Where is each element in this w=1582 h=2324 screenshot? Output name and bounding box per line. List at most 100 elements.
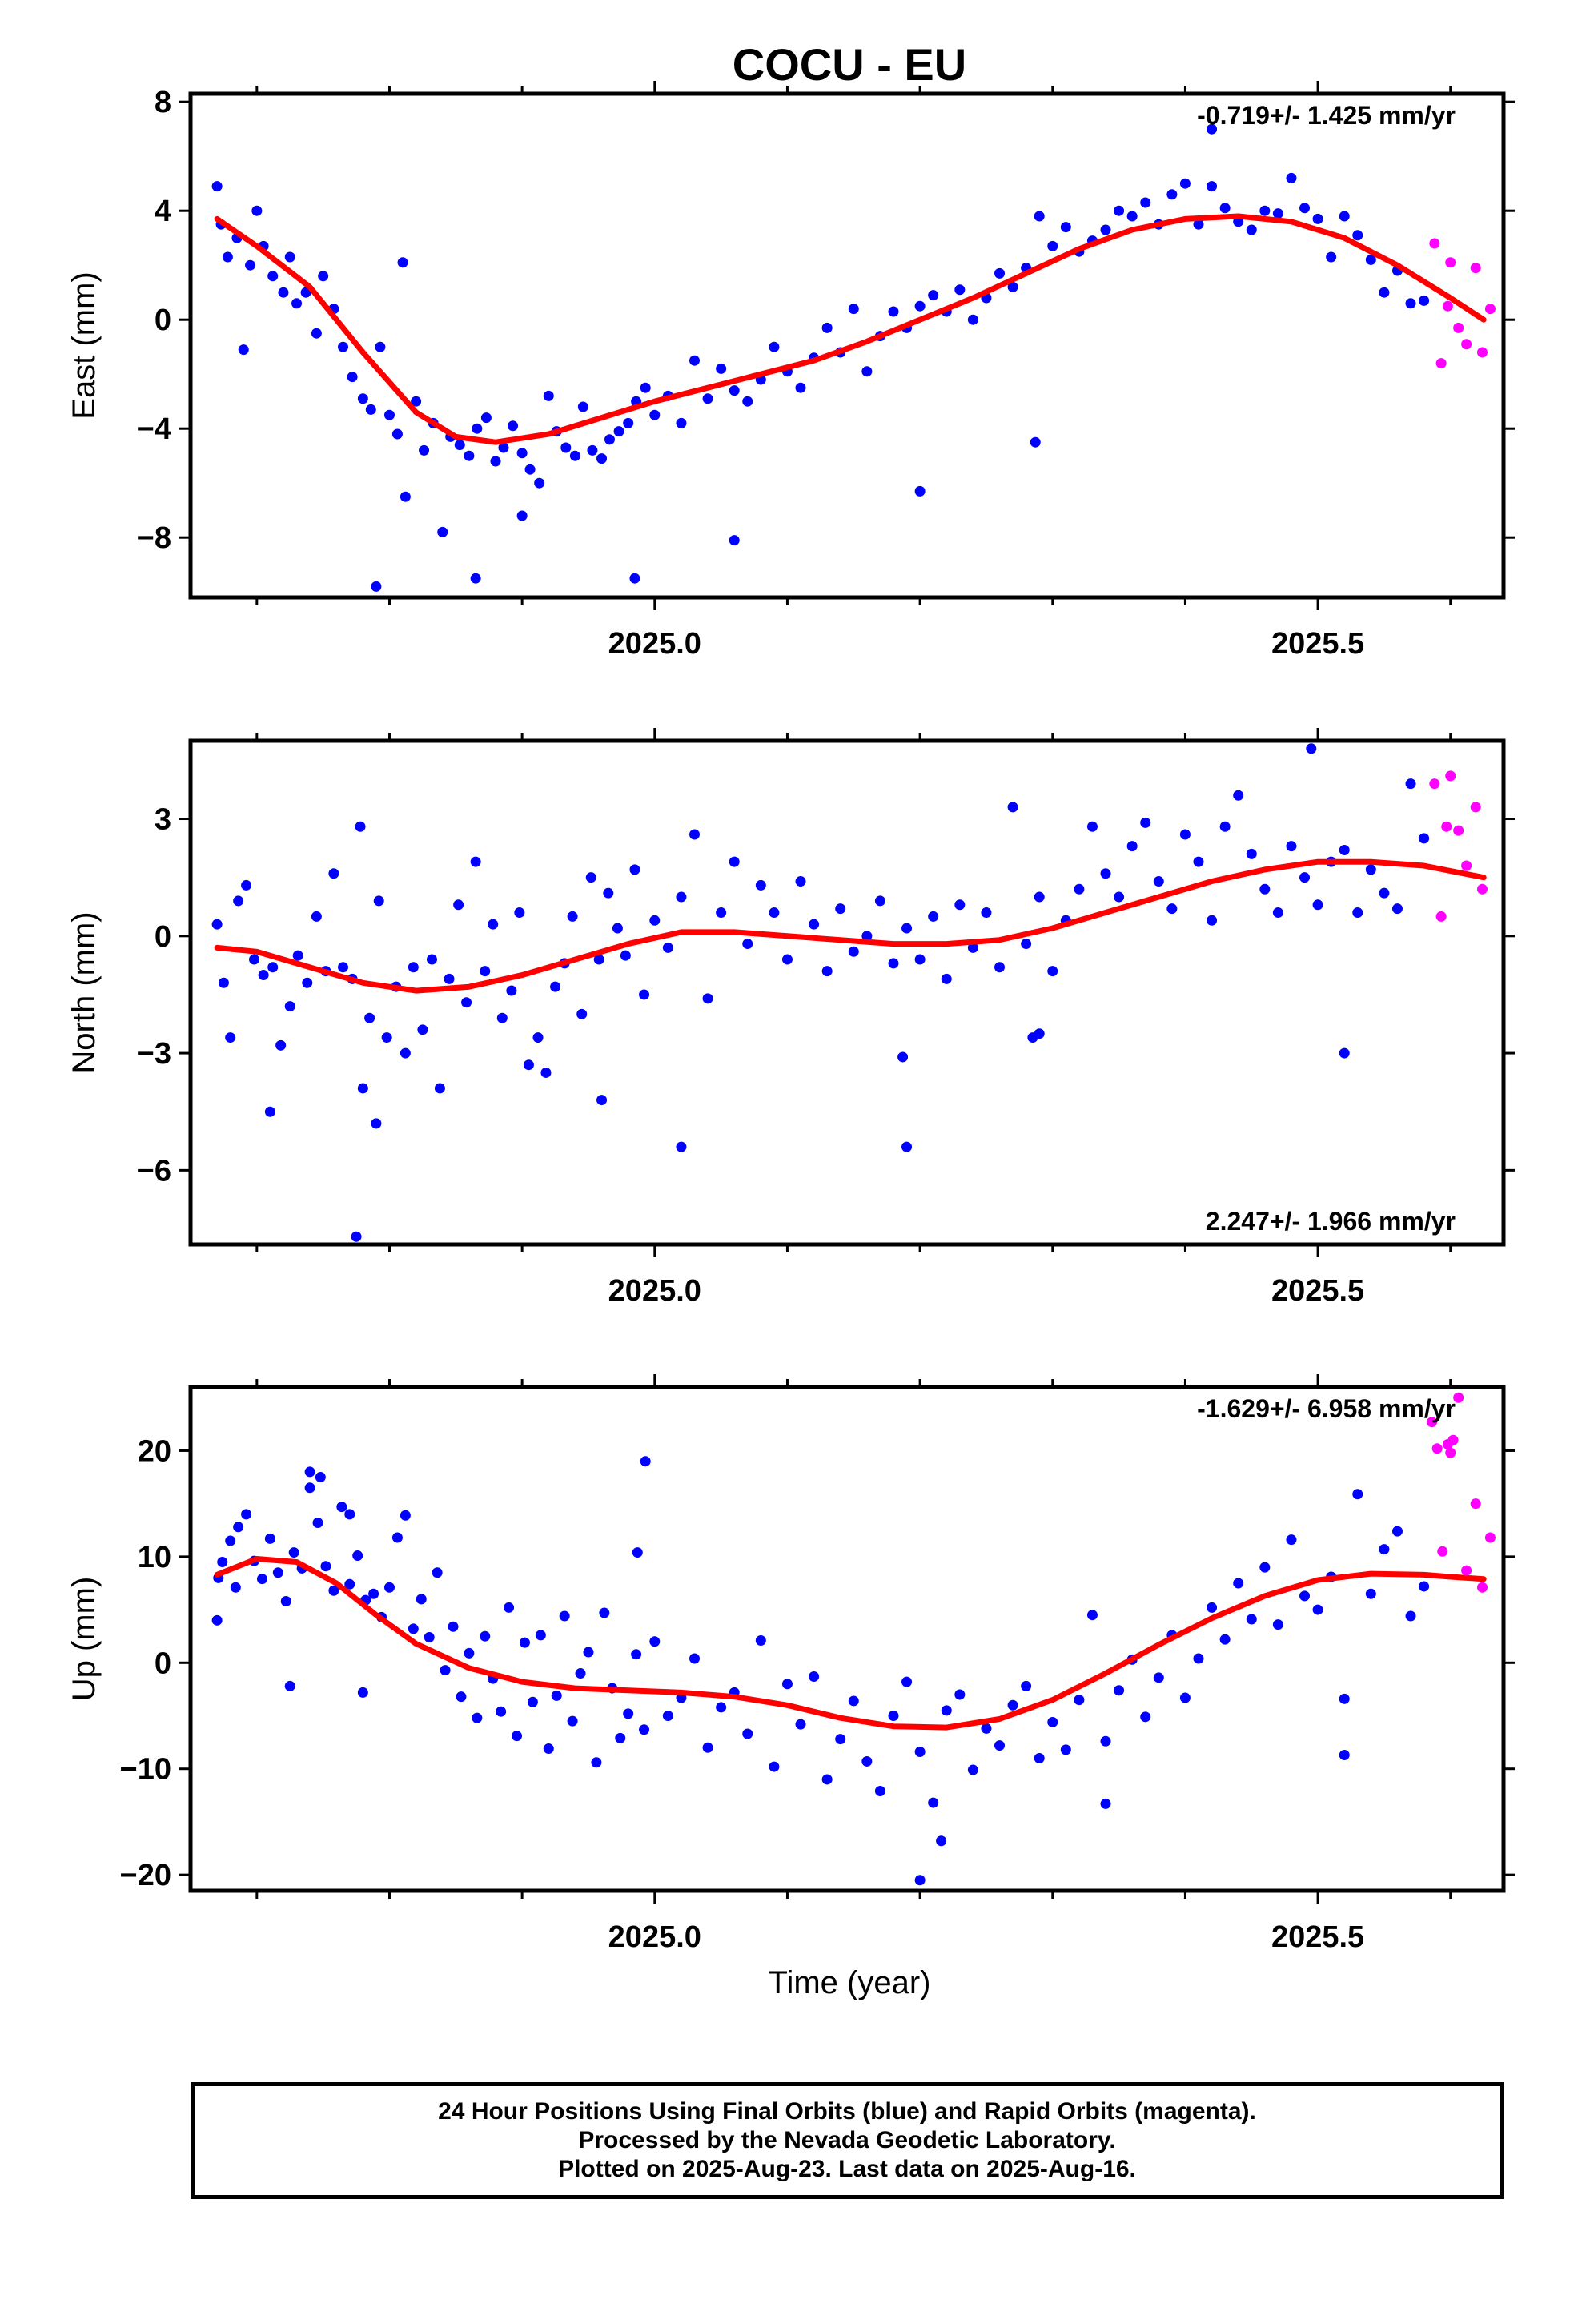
plot-frame [188,1385,1506,1893]
x-tick-label: 2025.0 [608,1274,701,1308]
final-orbit-point [1286,1534,1297,1546]
panel-north: −6 −3 0 3 2025.0 2025.5 North (mm) 2.247+/- 1.9… [66,728,1515,1308]
rapid-orbit-point [1461,860,1472,871]
final-orbit-point [1365,864,1376,875]
final-orbit-point [954,899,966,911]
final-orbit-point [861,1755,873,1767]
rapid-orbit-point [1453,825,1464,836]
final-orbit-point [222,251,233,263]
final-orbit-point [901,1676,913,1687]
final-orbit-point [419,444,430,456]
final-orbit-point [1030,436,1041,448]
final-orbit-point [702,1742,713,1753]
final-orbit-point [338,341,349,352]
final-orbit-point [512,1731,523,1742]
final-orbit-point [383,409,395,420]
final-orbit-point [809,1671,820,1683]
final-orbit-point [291,298,303,309]
final-orbit-point [233,1522,244,1533]
final-orbit-point [218,977,229,988]
final-orbit-point [835,903,846,915]
final-orbit-point [662,1711,673,1722]
final-orbit-point [1299,872,1311,883]
y-tick-label: −8 [137,521,171,555]
final-orbit-point [1074,1695,1085,1706]
final-orbit-point [1140,197,1151,208]
final-orbit-point [320,1561,331,1572]
final-orbit-point [994,267,1006,279]
final-orbit-point [267,271,279,282]
final-orbit-point [480,1630,491,1642]
final-orbit-point [523,1059,534,1071]
final-orbit-point [954,1689,966,1700]
final-orbit-point [1326,251,1337,263]
final-orbit-point [629,573,640,584]
final-orbit-point [1140,817,1151,828]
final-orbit-point [640,1456,651,1467]
final-orbit-point [769,1761,780,1772]
rapid-orbit-point [1435,911,1447,922]
final-orbit-point [936,1835,947,1847]
final-orbit-point [928,1797,939,1808]
final-orbit-point [1286,841,1297,852]
final-orbit-point [914,954,926,965]
data-layer [211,1392,1496,1886]
final-orbit-point [575,1668,586,1679]
final-orbit-point [559,1610,570,1622]
final-orbit-point [490,456,501,467]
final-orbit-point [809,919,820,930]
final-orbit-point [1007,802,1018,813]
y-tick-label: −6 [137,1154,171,1188]
final-orbit-point [1007,1699,1018,1711]
rapid-orbit-point [1484,304,1496,315]
final-orbit-point [914,1747,926,1758]
y-tick-label: −20 [120,1859,171,1892]
final-orbit-point [1352,230,1363,241]
final-orbit-point [1352,907,1363,919]
final-orbit-point [781,1679,793,1690]
final-orbit-point [901,923,913,934]
final-orbit-point [211,181,223,192]
final-orbit-point [470,573,481,584]
final-orbit-point [371,1118,382,1129]
final-orbit-point [524,464,536,475]
final-orbit-point [434,1083,445,1094]
final-orbit-point [1246,1614,1257,1625]
final-orbit-point [300,287,311,298]
velocity-rate-label: -0.719+/- 1.425 mm/yr [1197,101,1456,130]
final-orbit-point [318,271,329,282]
final-orbit-point [264,1533,275,1544]
final-orbit-point [1405,1610,1416,1622]
rapid-orbit-point [1484,1532,1496,1543]
final-orbit-point [702,393,713,404]
final-orbit-point [941,973,952,984]
final-orbit-point [217,1556,228,1567]
final-orbit-point [631,1649,642,1660]
final-orbit-point [391,428,403,440]
x-tick-label: 2025.0 [608,627,701,661]
final-orbit-point [662,942,673,953]
final-orbit-point [1034,1752,1045,1763]
final-orbit-point [302,977,313,988]
final-orbit-point [543,1743,554,1755]
final-orbit-point [535,1630,546,1641]
rapid-orbit-point [1435,358,1447,369]
final-orbit-point [874,895,885,907]
final-orbit-point [914,485,926,497]
final-orbit-point [1100,1735,1111,1747]
figure-title: COCU - EU [733,39,966,90]
final-orbit-point [795,876,806,887]
final-orbit-point [599,1607,610,1618]
final-orbit-point [1219,821,1231,832]
velocity-rate-label: 2.247+/- 1.966 mm/yr [1206,1207,1456,1236]
final-orbit-point [344,1509,355,1520]
x-tick-label: 2025.5 [1271,1920,1364,1954]
final-orbit-point [284,251,295,263]
final-orbit-point [1207,181,1218,192]
final-orbit-point [1126,841,1138,852]
final-orbit-point [357,393,368,404]
final-orbit-point [464,450,475,461]
y-tick-label: 10 [138,1541,171,1574]
rapid-orbit-point [1445,1447,1456,1458]
final-orbit-point [472,423,483,434]
